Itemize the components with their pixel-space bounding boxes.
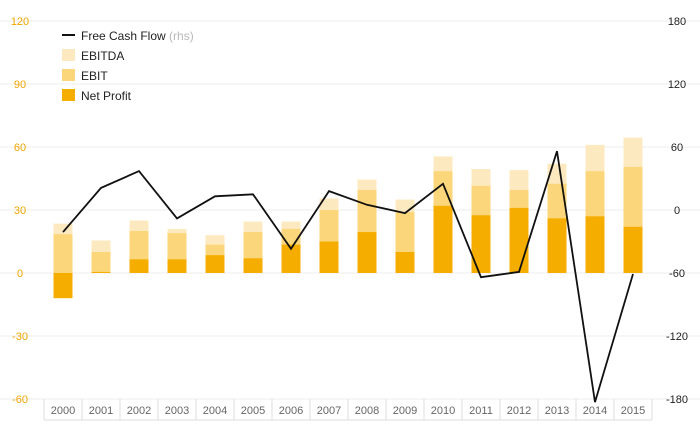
x-tick-label: 2004 xyxy=(203,405,227,417)
net-profit-bar xyxy=(281,244,301,273)
net-profit-bar xyxy=(623,226,643,273)
free-cash-flow-line xyxy=(62,150,634,403)
net-profit-bar xyxy=(129,259,149,273)
legend-marker-net-profit xyxy=(62,89,75,101)
x-tick-label: 2002 xyxy=(127,405,151,417)
net-profit-bar xyxy=(243,258,263,273)
net-profit-bar xyxy=(433,205,453,273)
x-tick-label: 2014 xyxy=(583,405,607,417)
legend-label-free-cash-flow: Free Cash Flow (rhs) xyxy=(81,29,194,43)
x-tick-label: 2007 xyxy=(317,405,341,417)
ebit-bar xyxy=(53,234,73,273)
x-tick-label: 2013 xyxy=(545,405,569,417)
legend-note: (rhs) xyxy=(166,29,194,43)
net-profit-bar xyxy=(91,271,111,273)
y-right-tick-label: 120 xyxy=(668,79,686,91)
net-profit-bar xyxy=(319,241,339,273)
net-profit-bar xyxy=(471,215,491,273)
x-tick-label: 2006 xyxy=(279,405,303,417)
net-profit-bar xyxy=(509,207,529,273)
x-tick-label: 2000 xyxy=(51,405,75,417)
x-tick-label: 2009 xyxy=(393,405,417,417)
legend-marker-ebitda xyxy=(62,49,75,61)
net-profit-bar xyxy=(53,273,73,299)
y-right-tick-label: -120 xyxy=(666,331,688,343)
y-left-tick-label: 120 xyxy=(11,16,29,28)
gridlines xyxy=(0,20,700,421)
legend-label-ebit: EBIT xyxy=(81,69,108,83)
y-left-tick-label: 60 xyxy=(14,142,26,154)
x-tick-label: 2008 xyxy=(355,405,379,417)
y-right-tick-label: 180 xyxy=(668,16,686,28)
y-right-tick-label: 0 xyxy=(674,205,680,217)
y-left-tick-label: 0 xyxy=(17,268,23,280)
axis-ticks: 120 180 90 120 60 60 30 0 0 -60 -30 -120 -60 -180 2000… xyxy=(11,16,688,417)
legend-label-ebitda: EBITDA xyxy=(81,49,124,63)
x-tick-label: 2012 xyxy=(507,405,531,417)
x-tick-label: 2011 xyxy=(469,405,493,417)
net-profit-bar xyxy=(357,232,377,273)
free-cash-flow-line-group xyxy=(62,150,634,403)
y-right-tick-label: 60 xyxy=(671,142,683,154)
x-tick-label: 2010 xyxy=(431,405,455,417)
x-tick-label: 2001 xyxy=(89,405,113,417)
y-left-tick-label: 30 xyxy=(14,205,26,217)
x-tick-label: 2005 xyxy=(241,405,265,417)
net-profit-bar xyxy=(585,216,605,273)
y-right-tick-label: -60 xyxy=(669,268,685,280)
x-tick-label: 2003 xyxy=(165,405,189,417)
legend: Free Cash Flow (rhs) EBITDA EBIT Net Profit xyxy=(62,29,194,103)
net-profit-bar xyxy=(205,255,225,273)
net-profit-bar xyxy=(547,218,567,273)
x-tick-label: 2015 xyxy=(621,405,645,417)
y-left-tick-label: -60 xyxy=(12,394,28,406)
ebit-bar xyxy=(91,252,111,273)
y-left-tick-label: -30 xyxy=(12,331,28,343)
net-profit-bar xyxy=(395,252,415,273)
legend-marker-ebit xyxy=(62,69,75,81)
net-profit-bar xyxy=(167,259,187,273)
y-right-tick-label: -180 xyxy=(666,394,688,406)
legend-label-net-profit: Net Profit xyxy=(81,89,132,103)
y-left-tick-label: 90 xyxy=(14,79,26,91)
